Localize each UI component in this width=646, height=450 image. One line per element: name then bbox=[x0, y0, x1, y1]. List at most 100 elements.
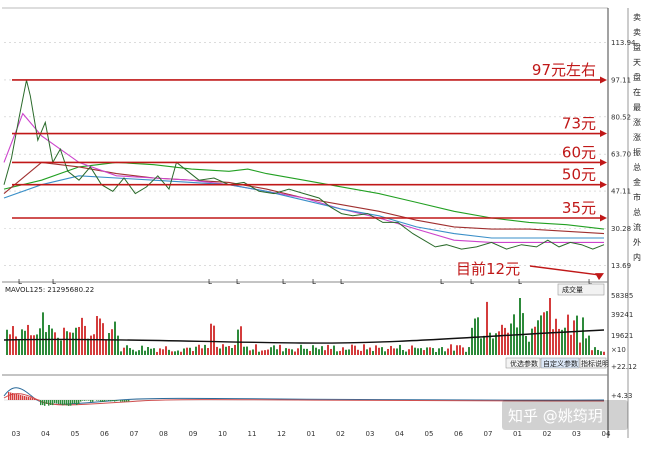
volume-bar bbox=[18, 339, 20, 355]
volume-bar bbox=[75, 328, 77, 355]
price-tick-label: 47.11 bbox=[611, 188, 631, 196]
volume-bar bbox=[162, 349, 164, 355]
volume-bar bbox=[465, 352, 467, 355]
time-axis-label: 05 bbox=[71, 430, 80, 438]
volume-bar bbox=[303, 349, 305, 355]
volume-bar bbox=[78, 327, 80, 355]
time-axis-label: 07 bbox=[130, 430, 139, 438]
volume-bar bbox=[294, 352, 296, 355]
macd-histogram-bar bbox=[52, 400, 53, 405]
volume-bar bbox=[339, 351, 341, 355]
volume-bar bbox=[402, 350, 404, 355]
volume-bar bbox=[504, 328, 506, 355]
volume-bar bbox=[312, 345, 314, 355]
volume-bar bbox=[159, 348, 161, 355]
volume-bar bbox=[189, 348, 191, 355]
macd-histogram-bar bbox=[126, 400, 127, 401]
time-axis-label: 07 bbox=[484, 430, 493, 438]
volume-bar bbox=[102, 323, 104, 355]
macd-histogram-bar bbox=[122, 400, 123, 402]
macd-histogram-bar bbox=[84, 400, 85, 401]
macd-histogram-bar bbox=[14, 394, 15, 401]
volume-bar bbox=[456, 345, 458, 355]
macd-histogram-bar bbox=[92, 400, 93, 402]
volume-bar bbox=[174, 351, 176, 355]
volume-bar bbox=[42, 312, 44, 355]
volume-bar bbox=[81, 318, 83, 355]
side-panel-label: 金 bbox=[633, 177, 641, 187]
macd-histogram-bar bbox=[28, 397, 29, 400]
macd-histogram-bar bbox=[10, 393, 11, 401]
macd-histogram-bar bbox=[74, 400, 75, 404]
volume-bar bbox=[573, 320, 575, 355]
volume-bar bbox=[69, 332, 71, 355]
event-marker: L bbox=[282, 278, 286, 286]
volume-bar bbox=[459, 345, 461, 355]
time-axis-label: 04 bbox=[41, 430, 50, 438]
volume-bar bbox=[165, 346, 167, 355]
time-axis-label: 03 bbox=[12, 430, 21, 438]
time-axis-label: 10 bbox=[218, 430, 227, 438]
time-axis-label: 08 bbox=[159, 430, 168, 438]
side-panel-label: 涨 bbox=[633, 117, 641, 127]
volume-bar bbox=[582, 317, 584, 355]
macd-histogram-bar bbox=[22, 396, 23, 401]
side-panel-label: 卖 bbox=[633, 13, 641, 22]
macd-tick-label: +4.33 bbox=[611, 392, 632, 400]
volume-bar bbox=[429, 347, 431, 355]
volume-bar bbox=[393, 348, 395, 355]
volume-bar bbox=[342, 347, 344, 355]
time-axis-label: 12 bbox=[277, 430, 286, 438]
macd-histogram-bar bbox=[78, 400, 79, 404]
volume-bar bbox=[120, 351, 122, 355]
volume-bar bbox=[555, 319, 557, 355]
price-tick-label: 30.28 bbox=[611, 225, 631, 233]
volume-bar bbox=[324, 350, 326, 355]
indicator-select-label[interactable]: 成交量 bbox=[562, 285, 583, 294]
volume-bar bbox=[486, 302, 488, 355]
macd-histogram-bar bbox=[36, 399, 37, 400]
volume-bar bbox=[213, 326, 215, 355]
volume-bar bbox=[264, 350, 266, 355]
macd-histogram-bar bbox=[124, 400, 125, 402]
volume-bar bbox=[270, 347, 272, 355]
volume-bar bbox=[357, 350, 359, 355]
event-marker: L bbox=[470, 278, 474, 286]
macd-histogram-bar bbox=[118, 400, 119, 401]
volume-bar bbox=[438, 348, 440, 355]
indicator-help-label[interactable]: 指标说明 bbox=[581, 359, 609, 368]
volume-bar bbox=[171, 351, 173, 355]
volume-bar bbox=[405, 352, 407, 355]
volume-bar bbox=[300, 345, 302, 355]
side-panel-label: 总 bbox=[633, 162, 641, 172]
volume-bar bbox=[387, 349, 389, 355]
volume-bar bbox=[330, 349, 332, 355]
volume-bar bbox=[570, 335, 572, 355]
custom-params-label[interactable]: 自定义参数 bbox=[543, 359, 578, 368]
time-axis-label: 05 bbox=[425, 430, 434, 438]
level-label: 50元 bbox=[562, 166, 596, 184]
macd-histogram-bar bbox=[62, 400, 63, 405]
macd-histogram-bar bbox=[108, 400, 109, 401]
time-axis-label: 03 bbox=[572, 430, 581, 438]
volume-bar bbox=[129, 348, 131, 355]
volume-bar bbox=[291, 349, 293, 355]
event-marker: L bbox=[52, 278, 56, 286]
macd-histogram-bar bbox=[80, 400, 81, 402]
volume-bar bbox=[147, 347, 149, 355]
macd-histogram-bar bbox=[12, 393, 13, 400]
volume-bar bbox=[432, 348, 434, 355]
volume-bar bbox=[492, 338, 494, 355]
preset-params-label[interactable]: 优选参数 bbox=[510, 359, 538, 368]
volume-bar bbox=[198, 345, 200, 355]
volume-bar bbox=[321, 346, 323, 355]
macd-histogram-bar bbox=[96, 400, 97, 401]
time-axis-label: 04 bbox=[395, 430, 404, 438]
volume-bar bbox=[318, 349, 320, 355]
volume-bar bbox=[84, 326, 86, 355]
volume-bar bbox=[96, 316, 98, 355]
volume-bar bbox=[153, 348, 155, 355]
volume-bar bbox=[594, 347, 596, 355]
volume-bar bbox=[57, 338, 59, 355]
